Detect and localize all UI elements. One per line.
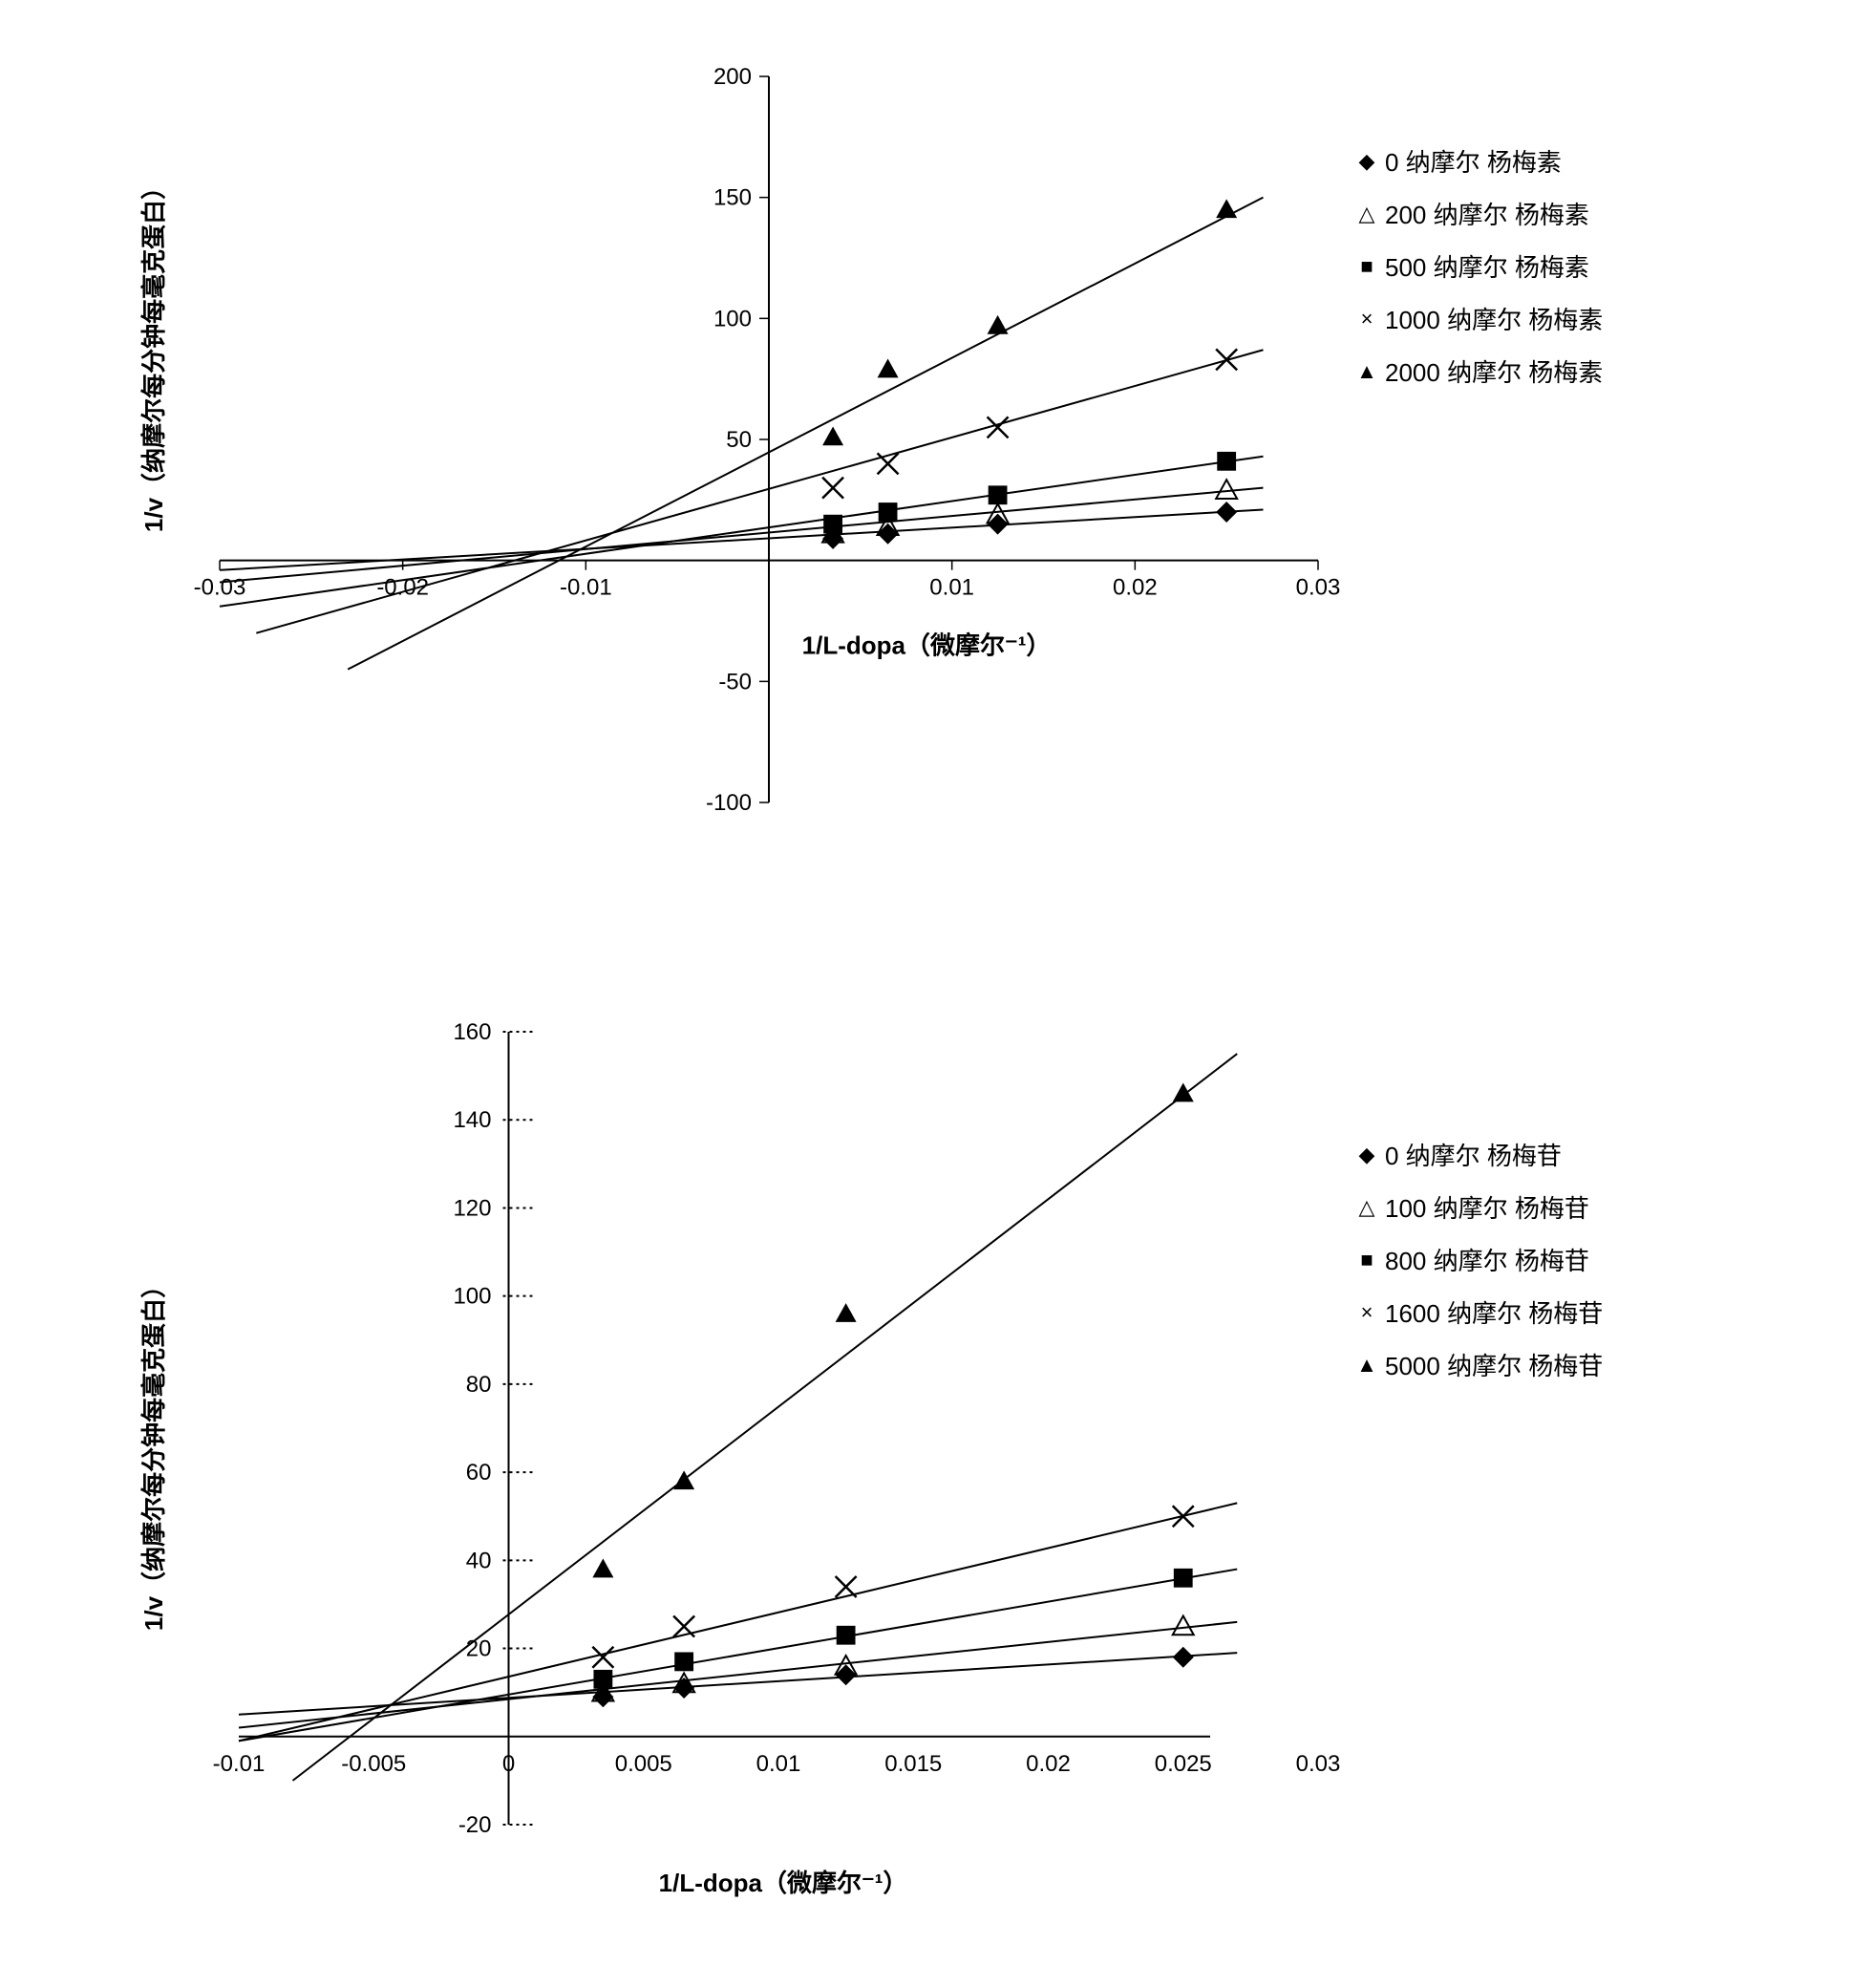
legend-label: 800 纳摩尔 杨梅苷 xyxy=(1385,1242,1589,1277)
legend-marker-icon: △ xyxy=(1356,202,1377,226)
svg-text:0.03: 0.03 xyxy=(1296,1751,1341,1777)
legend-marker-icon: ■ xyxy=(1356,254,1377,279)
legend-marker-icon: ▲ xyxy=(1356,359,1377,384)
legend-item: ◆ 0 纳摩尔 杨梅苷 xyxy=(1356,1137,1603,1172)
svg-text:0.005: 0.005 xyxy=(615,1751,672,1777)
svg-text:-0.03: -0.03 xyxy=(194,575,246,601)
chart-2-legend: ◆ 0 纳摩尔 杨梅苷 △ 100 纳摩尔 杨梅苷 ■ 800 纳摩尔 杨梅苷 … xyxy=(1356,1137,1603,1400)
chart-1: -100-5050100150200-0.03-0.02-0.010.010.0… xyxy=(19,19,1833,955)
svg-text:160: 160 xyxy=(453,1019,491,1045)
svg-text:50: 50 xyxy=(726,427,752,453)
svg-text:-0.005: -0.005 xyxy=(341,1751,406,1777)
svg-text:-0.01: -0.01 xyxy=(213,1751,266,1777)
x-axis-title: 1/L-dopa（微摩尔⁻¹） xyxy=(802,631,1052,660)
legend-label: 5000 纳摩尔 杨梅苷 xyxy=(1385,1347,1603,1382)
legend-item: × 1000 纳摩尔 杨梅素 xyxy=(1356,301,1603,336)
svg-text:0.01: 0.01 xyxy=(929,575,974,601)
legend-marker-icon: ■ xyxy=(1356,1248,1377,1272)
legend-marker-icon: ◆ xyxy=(1356,149,1377,174)
legend-label: 1000 纳摩尔 杨梅素 xyxy=(1385,301,1603,336)
svg-text:120: 120 xyxy=(453,1195,491,1221)
svg-text:-50: -50 xyxy=(718,669,752,695)
legend-label: 0 纳摩尔 杨梅素 xyxy=(1385,143,1562,179)
legend-item: ■ 500 纳摩尔 杨梅素 xyxy=(1356,248,1603,284)
svg-text:0.015: 0.015 xyxy=(884,1751,942,1777)
legend-item: ▲ 2000 纳摩尔 杨梅素 xyxy=(1356,353,1603,389)
svg-text:0.02: 0.02 xyxy=(1026,1751,1071,1777)
svg-text:-20: -20 xyxy=(458,1812,492,1838)
legend-marker-icon: × xyxy=(1356,307,1377,331)
legend-marker-icon: ▲ xyxy=(1356,1353,1377,1378)
legend-marker-icon: ◆ xyxy=(1356,1143,1377,1167)
svg-text:0: 0 xyxy=(502,1751,515,1777)
legend-item: ■ 800 纳摩尔 杨梅苷 xyxy=(1356,1242,1603,1277)
svg-text:0.01: 0.01 xyxy=(756,1751,801,1777)
legend-item: × 1600 纳摩尔 杨梅苷 xyxy=(1356,1294,1603,1330)
legend-item: △ 100 纳摩尔 杨梅苷 xyxy=(1356,1189,1603,1225)
y-axis-title: 1/v（纳摩尔每分钟每毫克蛋白） xyxy=(139,175,168,532)
svg-text:200: 200 xyxy=(713,64,752,90)
legend-label: 1600 纳摩尔 杨梅苷 xyxy=(1385,1294,1603,1330)
legend-item: ▲ 5000 纳摩尔 杨梅苷 xyxy=(1356,1347,1603,1382)
legend-marker-icon: △ xyxy=(1356,1195,1377,1220)
svg-text:0.02: 0.02 xyxy=(1113,575,1158,601)
svg-text:150: 150 xyxy=(713,185,752,211)
chart-2: -20 20 40 60 80 100 120 140 160 -0.01 -0.005 0 0.005… xyxy=(19,994,1833,1930)
legend-item: ◆ 0 纳摩尔 杨梅素 xyxy=(1356,143,1603,179)
svg-text:80: 80 xyxy=(466,1372,492,1398)
svg-text:-100: -100 xyxy=(706,790,752,816)
legend-label: 0 纳摩尔 杨梅苷 xyxy=(1385,1137,1562,1172)
svg-text:140: 140 xyxy=(453,1107,491,1133)
svg-text:60: 60 xyxy=(466,1460,492,1486)
x-axis-title: 1/L-dopa（微摩尔⁻¹） xyxy=(659,1869,908,1897)
svg-text:-0.01: -0.01 xyxy=(560,575,612,601)
svg-text:20: 20 xyxy=(466,1636,492,1662)
svg-text:100: 100 xyxy=(453,1284,491,1310)
legend-label: 2000 纳摩尔 杨梅素 xyxy=(1385,353,1603,389)
svg-text:40: 40 xyxy=(466,1548,492,1573)
chart-1-legend: ◆ 0 纳摩尔 杨梅素 △ 200 纳摩尔 杨梅素 ■ 500 纳摩尔 杨梅素 … xyxy=(1356,143,1603,406)
legend-label: 500 纳摩尔 杨梅素 xyxy=(1385,248,1589,284)
y-axis-title: 1/v（纳摩尔每分钟每毫克蛋白） xyxy=(139,1273,168,1631)
legend-label: 100 纳摩尔 杨梅苷 xyxy=(1385,1189,1589,1225)
legend-label: 200 纳摩尔 杨梅素 xyxy=(1385,196,1589,231)
legend-marker-icon: × xyxy=(1356,1300,1377,1325)
svg-text:0.03: 0.03 xyxy=(1296,575,1341,601)
svg-text:100: 100 xyxy=(713,306,752,331)
legend-item: △ 200 纳摩尔 杨梅素 xyxy=(1356,196,1603,231)
svg-text:0.025: 0.025 xyxy=(1155,1751,1212,1777)
